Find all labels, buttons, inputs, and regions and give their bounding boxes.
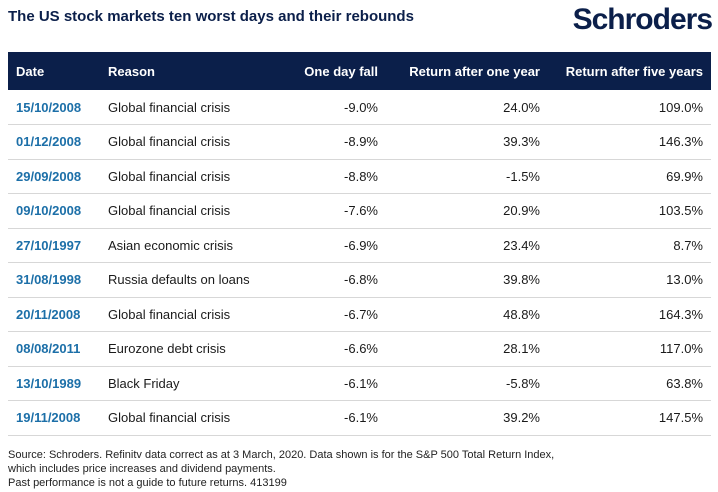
table-row: 19/11/2008 Global financial crisis -6.1% 39…: [8, 401, 711, 435]
one-day-fall-cell: -6.6%: [344, 341, 378, 357]
rebounds-table: Date Reason One day fall Return after on…: [8, 52, 711, 436]
reason-cell: Global financial crisis: [108, 134, 231, 150]
return-one-year-cell: 23.4%: [503, 237, 540, 253]
return-five-years-cell: 117.0%: [659, 341, 703, 357]
return-one-year-cell: -5.8%: [506, 375, 540, 391]
date-cell: 08/08/2011: [16, 341, 81, 357]
date-cell: 31/08/1998: [16, 272, 82, 288]
return-one-year-cell: 39.8%: [503, 272, 540, 288]
date-cell: 09/10/2008: [16, 203, 82, 219]
return-five-years-cell: 147.5%: [658, 410, 703, 426]
date-cell: 13/10/1989: [16, 375, 82, 391]
one-day-fall-cell: -6.9%: [344, 237, 378, 253]
date-cell: 20/11/2008: [16, 306, 81, 322]
reason-cell: Black Friday: [108, 375, 180, 391]
source-note: Source: Schroders. Refinitv data correct…: [8, 448, 708, 490]
header-return-five-years: Return after five years: [565, 63, 703, 79]
table-row: 20/11/2008 Global financial crisis -6.7% 48…: [8, 297, 711, 332]
date-cell: 27/10/1997: [16, 237, 82, 253]
reason-cell: Eurozone debt crisis: [108, 341, 226, 357]
return-five-years-cell: 109.0%: [658, 99, 703, 115]
return-one-year-cell: 48.8%: [503, 306, 540, 322]
date-cell: 19/11/2008: [16, 410, 81, 426]
one-day-fall-cell: -9.0%: [344, 99, 378, 115]
table-row: 27/10/1997 Asian economic crisis -6.9% 23.4…: [8, 228, 711, 263]
reason-cell: Global financial crisis: [108, 99, 231, 115]
return-one-year-cell: 28.1%: [503, 341, 540, 357]
return-one-year-cell: -1.5%: [506, 168, 540, 184]
table-row: 31/08/1998 Russia defaults on loans -6.8% 3…: [8, 263, 711, 297]
source-line: which includes price increases and divid…: [8, 463, 276, 475]
date-cell: 15/10/2008: [16, 99, 82, 115]
return-five-years-cell: 63.8%: [666, 375, 703, 391]
header-return-one-year: Return after one year: [409, 63, 540, 79]
return-one-year-cell: 39.2%: [503, 410, 540, 426]
header-date: Date: [16, 63, 45, 79]
one-day-fall-cell: -6.1%: [344, 375, 378, 391]
one-day-fall-cell: -6.7%: [344, 306, 378, 322]
one-day-fall-cell: -6.8%: [344, 272, 378, 288]
reason-cell: Global financial crisis: [108, 306, 231, 322]
header-reason: Reason: [108, 63, 155, 79]
return-five-years-cell: 103.5%: [658, 203, 703, 219]
date-cell: 29/09/2008: [16, 168, 82, 184]
one-day-fall-cell: -6.1%: [344, 410, 378, 426]
reason-cell: Russia defaults on loans: [108, 272, 250, 288]
table-row: 13/10/1989 Black Friday -6.1% -5.8% 63.8%: [8, 366, 711, 401]
reason-cell: Global financial crisis: [108, 168, 231, 184]
table-header-row: Date Reason One day fall Return after on…: [8, 52, 711, 90]
header-one-day-fall: One day fall: [304, 63, 378, 79]
return-five-years-cell: 146.3%: [658, 134, 703, 150]
return-five-years-cell: 8.7%: [673, 237, 703, 253]
return-five-years-cell: 69.9%: [666, 168, 703, 184]
table-row: 15/10/2008 Global financial crisis -9.0% 24…: [8, 90, 711, 125]
schroders-logo: Schroders: [572, 3, 713, 36]
one-day-fall-cell: -7.6%: [344, 203, 378, 219]
return-one-year-cell: 20.9%: [503, 203, 540, 219]
table-row: 29/09/2008 Global financial crisis -8.8% -1…: [8, 159, 711, 194]
reason-cell: Asian economic crisis: [108, 237, 233, 253]
table-row: 01/12/2008 Global financial crisis -8.9% 39…: [8, 125, 711, 159]
return-five-years-cell: 164.3%: [658, 306, 703, 322]
table-row: 09/10/2008 Global financial crisis -7.6% 20…: [8, 194, 711, 228]
return-five-years-cell: 13.0%: [666, 272, 703, 288]
return-one-year-cell: 39.3%: [503, 134, 540, 150]
return-one-year-cell: 24.0%: [503, 99, 540, 115]
reason-cell: Global financial crisis: [108, 203, 231, 219]
one-day-fall-cell: -8.9%: [344, 134, 378, 150]
date-cell: 01/12/2008: [16, 134, 82, 150]
reason-cell: Global financial crisis: [108, 410, 231, 426]
page-title: The US stock markets ten worst days and …: [8, 8, 414, 25]
table-row: 08/08/2011 Eurozone debt crisis -6.6% 28.1%…: [8, 332, 711, 366]
source-line: Source: Schroders. Refinitv data correct…: [8, 449, 555, 461]
one-day-fall-cell: -8.8%: [344, 168, 378, 184]
source-line: Past performance is not a guide to futur…: [8, 477, 287, 489]
